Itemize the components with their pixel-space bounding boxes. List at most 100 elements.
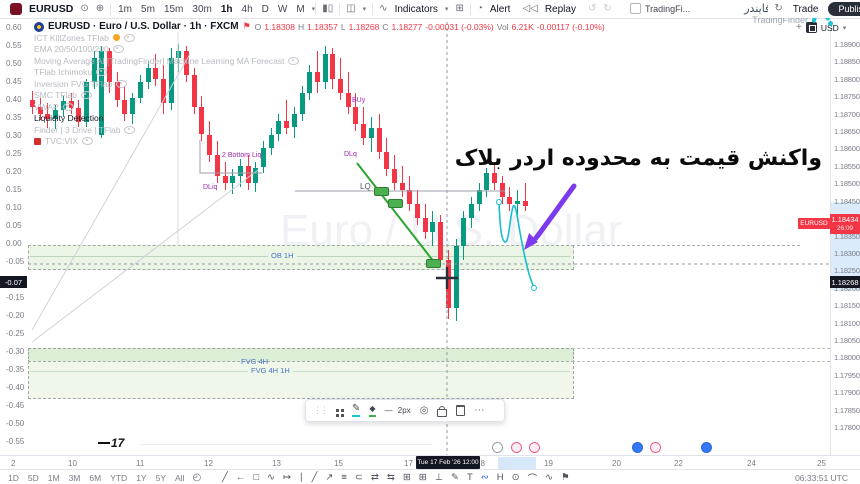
range-5d[interactable]: 5D xyxy=(27,472,39,483)
more-options-icon[interactable]: ⋯ xyxy=(474,405,485,416)
line-color-icon[interactable]: ✎ xyxy=(352,404,361,417)
eye-visibility-icon[interactable] xyxy=(96,68,108,77)
long-position-tool-icon[interactable]: ⇆ xyxy=(386,472,395,483)
undo-icon[interactable]: ↺ xyxy=(587,3,597,14)
fvg-4h-1h-zone[interactable] xyxy=(28,361,574,399)
timeframe-30m[interactable]: 30m xyxy=(192,3,212,15)
fill-color-icon[interactable]: ◆ xyxy=(369,404,376,417)
flag-tool-icon[interactable]: ⚑ xyxy=(561,472,570,483)
style-template-icon[interactable] xyxy=(336,409,339,412)
arc-tool-icon[interactable]: ⊂ xyxy=(354,472,363,483)
add-symbol-icon[interactable]: ⊕ xyxy=(95,3,105,14)
event-icon[interactable] xyxy=(632,442,643,453)
range-1y[interactable]: 1Y xyxy=(136,472,147,483)
timeframe-1m[interactable]: 1m xyxy=(118,3,133,15)
grid-layout-icon[interactable]: ⊞ xyxy=(455,3,464,14)
compare-icon[interactable]: ⊙ xyxy=(80,3,89,14)
curve-tool-icon[interactable]: ∿ xyxy=(266,472,275,483)
eye-visibility-icon[interactable] xyxy=(116,79,128,88)
parallel-lines-tool-icon[interactable]: ≡ xyxy=(341,472,347,483)
legend-title[interactable]: EURUSD · Euro / U.S. Dollar · 1h · FXCM xyxy=(48,21,239,32)
range-5y[interactable]: 5Y xyxy=(155,472,166,483)
text-tool-icon[interactable]: T xyxy=(467,472,473,483)
timeframe-caret-icon[interactable]: ▾ xyxy=(311,6,316,13)
indicators-button[interactable]: Indicators xyxy=(394,3,438,15)
circle-tool-icon[interactable]: ⊙ xyxy=(511,472,520,483)
trade-button[interactable]: Trade xyxy=(792,3,819,15)
eye-visibility-icon[interactable] xyxy=(112,45,124,54)
arrow-marker-tool-icon[interactable]: ↗ xyxy=(325,472,334,483)
left-percent-axis[interactable]: 0.60 0.55 0.50 0.45 0.40 0.35 0.30 0.25 0.20 0.15… xyxy=(0,18,28,455)
lock-icon[interactable] xyxy=(437,405,448,417)
green-tag-2[interactable] xyxy=(388,199,403,208)
arc-2-tool-icon[interactable]: ⌒ xyxy=(527,473,538,484)
go-to-date-icon[interactable]: ◴ xyxy=(192,471,202,483)
pane-marker-17[interactable]: 17 xyxy=(98,436,124,450)
legend-item[interactable]: Moving Average AI [TradingFinder] Machin… xyxy=(34,55,605,67)
eye-visibility-icon[interactable] xyxy=(124,125,136,134)
app-menu-icon[interactable] xyxy=(10,3,22,15)
wave-tool-icon[interactable]: ∿ xyxy=(545,472,554,483)
indicators-caret-icon[interactable]: ▾ xyxy=(444,6,449,13)
event-icon[interactable] xyxy=(492,442,503,453)
eye-visibility-icon[interactable] xyxy=(62,102,74,111)
timeframe-5m[interactable]: 5m xyxy=(141,3,155,15)
legend-item[interactable]: Liquidity Detection xyxy=(34,113,605,125)
ray-tool-icon[interactable]: ╱ xyxy=(311,472,318,483)
legend-item[interactable]: ICT KillZones TFlab xyxy=(34,32,605,44)
event-icon[interactable] xyxy=(650,442,661,453)
range-1m[interactable]: 1M xyxy=(47,472,60,483)
event-icon[interactable] xyxy=(701,442,712,453)
brush-tool-icon[interactable]: ∾ xyxy=(480,472,489,483)
grid-2-tool-icon[interactable]: ⊞ xyxy=(418,472,427,483)
swap-tool-icon[interactable]: ⇄ xyxy=(370,472,379,483)
currency-caret-icon[interactable]: ▾ xyxy=(842,24,847,32)
panel-chip-icon[interactable] xyxy=(805,22,817,33)
legend-item[interactable]: Inversion FVG TFlab xyxy=(34,78,605,90)
compare-layout-icon[interactable]: ◫ xyxy=(346,3,356,14)
alert-button[interactable]: Alert xyxy=(489,3,511,15)
rectangle-tool-icon[interactable]: □ xyxy=(253,472,259,483)
eye-visibility-icon[interactable] xyxy=(82,137,94,146)
legend-item[interactable]: TVC:VIX xyxy=(34,136,605,148)
candle-style-icon[interactable]: ▮▯ xyxy=(322,3,334,14)
event-icon[interactable] xyxy=(511,442,522,453)
eye-visibility-icon[interactable] xyxy=(288,56,300,65)
add-price-icon[interactable]: + xyxy=(796,22,802,33)
anchor-tool-icon[interactable]: ⊥ xyxy=(434,472,444,483)
utc-clock[interactable]: 06:33:51 UTC xyxy=(795,472,848,483)
timeframe-4h[interactable]: 4h xyxy=(241,3,253,15)
pencil-tool-icon[interactable]: ✎ xyxy=(451,472,460,483)
settings-gear-icon[interactable]: ◎ xyxy=(419,405,429,416)
legend-item[interactable]: SMC TFlab xyxy=(34,90,605,102)
range-1d[interactable]: 1D xyxy=(8,472,19,483)
replay-button[interactable]: Replay xyxy=(544,3,576,15)
vertical-line-tool-icon[interactable]: ∣ xyxy=(298,472,304,483)
persian-annotation[interactable]: واکنش قیمت به محدوده اردر بلاک xyxy=(454,146,822,171)
tradingfinder-save-checkbox[interactable]: TradingFi... xyxy=(630,3,690,14)
redo-icon[interactable]: ↻ xyxy=(603,3,612,14)
checkbox-icon[interactable] xyxy=(630,3,641,14)
refresh-icon[interactable]: ↻ xyxy=(774,3,783,14)
right-price-axis[interactable]: 1.18900 1.18850 1.18800 1.18750 1.18700 1.186… xyxy=(830,18,860,455)
legend-item[interactable]: VWAP xyxy=(34,101,605,113)
trash-icon[interactable] xyxy=(456,405,466,416)
legend-item[interactable]: Finder | 3 Drive | TFlab xyxy=(34,124,605,136)
green-tag-1[interactable] xyxy=(374,187,389,196)
eye-visibility-icon[interactable] xyxy=(123,33,135,42)
timeframe-W[interactable]: W xyxy=(277,3,288,15)
trend-line-tool-icon[interactable]: ╱ xyxy=(222,472,228,483)
layout-caret-icon[interactable]: ▾ xyxy=(362,6,367,13)
publish-button[interactable]: Publish xyxy=(828,2,860,16)
legend-item[interactable]: TFlab Ichimoku xyxy=(34,67,605,79)
chart-pane[interactable]: Euro / U.S. Dollar OB 1H FVG 4H FVG 4H 1… xyxy=(0,18,860,455)
green-tag-3[interactable] xyxy=(426,259,441,268)
timeframe-M[interactable]: M xyxy=(296,3,305,15)
grid-tool-icon[interactable]: ⊞ xyxy=(402,472,411,483)
currency-selector[interactable]: USD xyxy=(820,22,839,33)
line-width-selector[interactable]: — 2px xyxy=(384,406,411,415)
timeframe-15m[interactable]: 15m xyxy=(163,3,184,15)
timeframe-1h[interactable]: 1h xyxy=(220,3,233,15)
event-icon[interactable] xyxy=(529,442,540,453)
range-ytd[interactable]: YTD xyxy=(110,472,128,483)
